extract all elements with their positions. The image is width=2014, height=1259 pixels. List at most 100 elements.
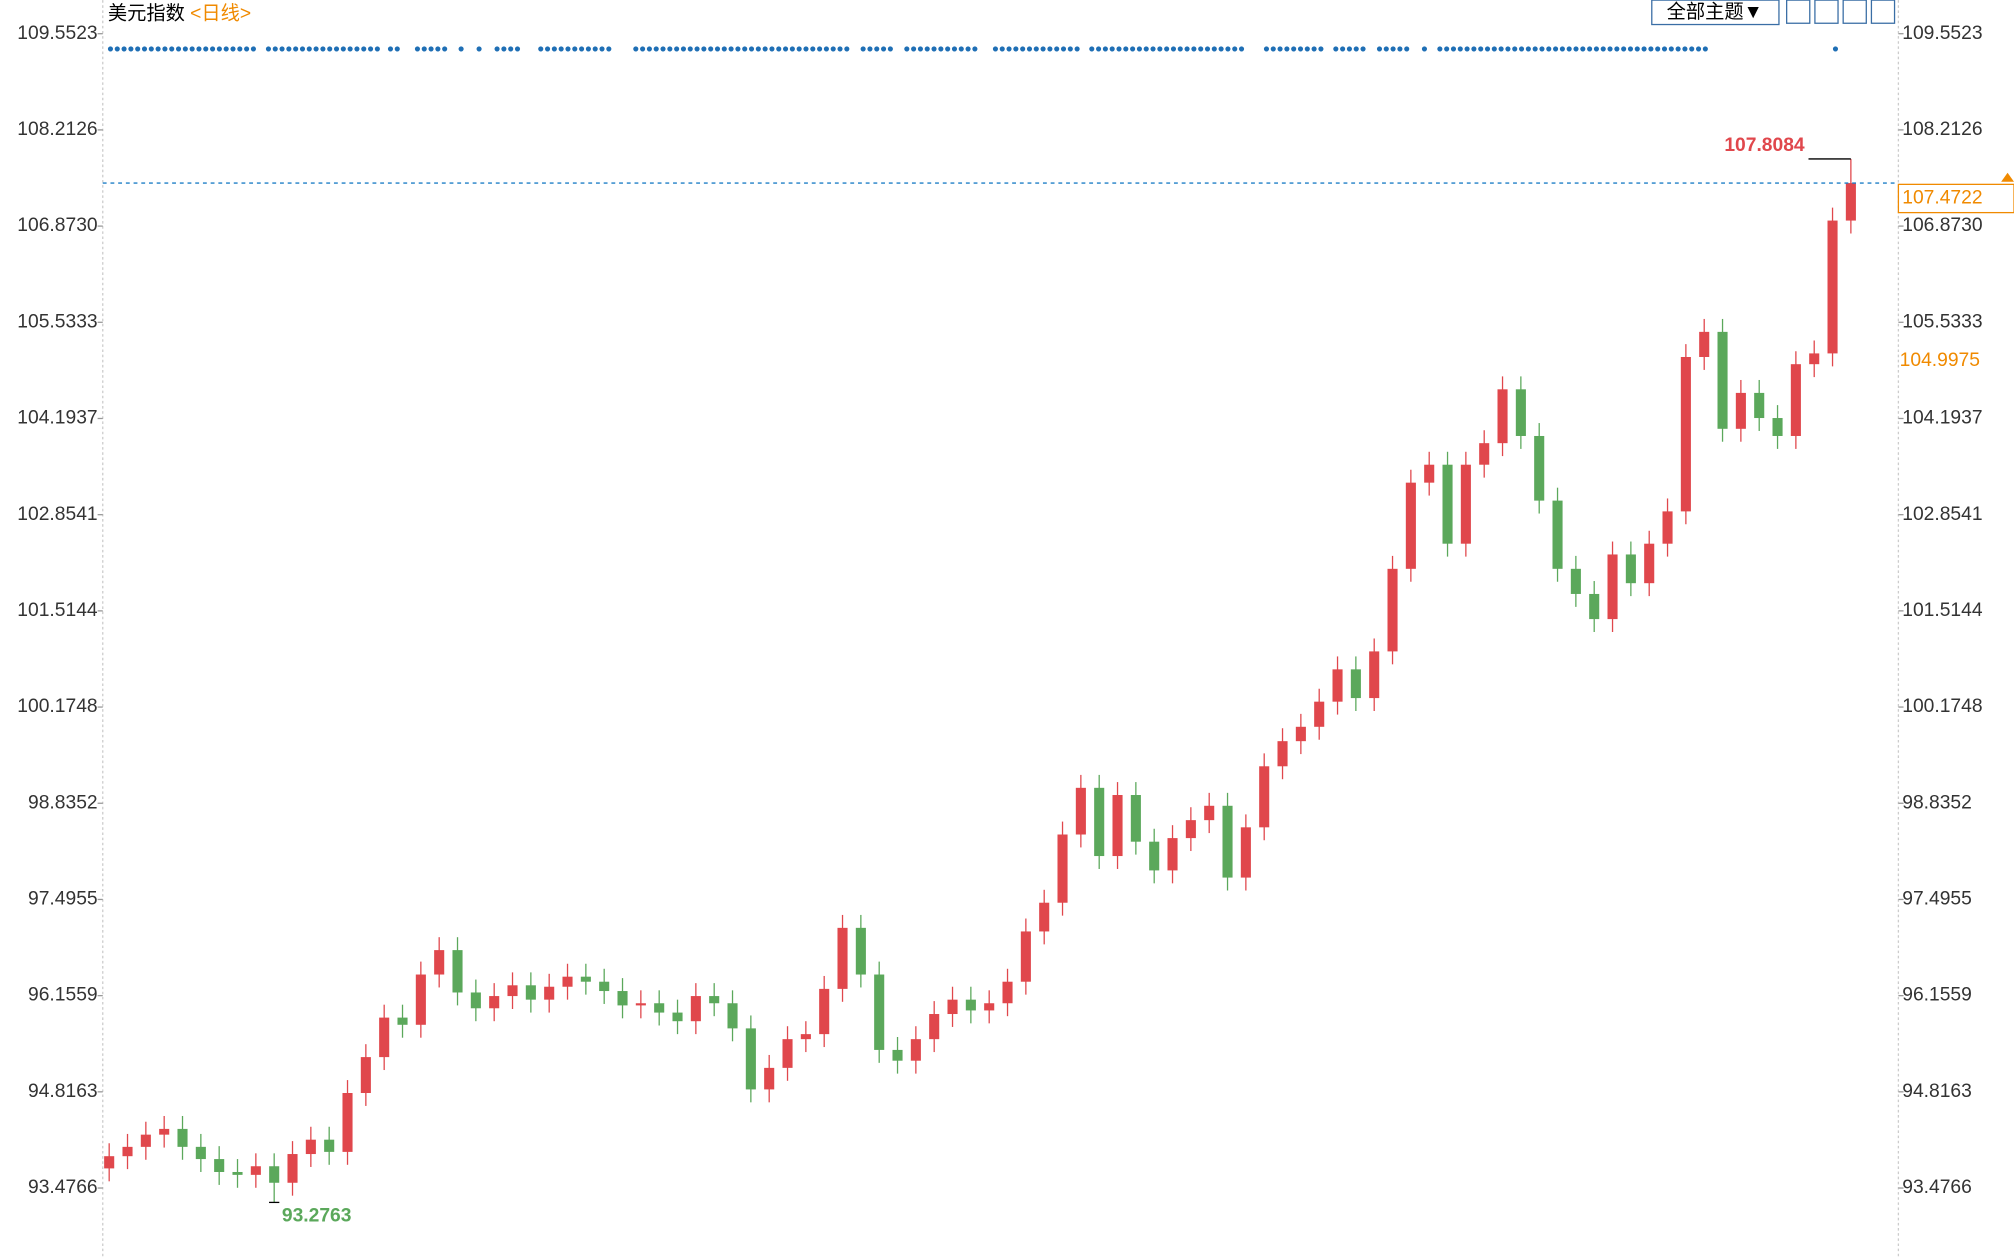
high-label: 107.8084 <box>1724 135 1805 156</box>
icon-button[interactable] <box>1870 0 1896 24</box>
candle-body <box>1790 364 1801 436</box>
candle-body <box>654 1003 665 1013</box>
icon-button[interactable] <box>1842 0 1867 24</box>
candle-body <box>1259 766 1270 828</box>
candle-body <box>1625 554 1636 584</box>
candle-body <box>910 1039 921 1061</box>
candle-body <box>232 1171 243 1175</box>
candle-body <box>1424 464 1435 483</box>
candle-body <box>140 1134 151 1147</box>
candle-body <box>1185 820 1196 839</box>
y2-tick-label: 104.1937 <box>1902 408 1982 429</box>
candle-body <box>1735 392 1746 429</box>
y2-tick-label: 93.4766 <box>1902 1177 1972 1198</box>
candle-body <box>1240 827 1251 878</box>
candle-body <box>470 992 481 1009</box>
candle-body <box>874 974 885 1050</box>
last-price-arrow <box>2001 172 2014 182</box>
candle-body <box>397 1017 408 1025</box>
candle-body <box>1497 389 1508 444</box>
candle-body <box>1717 331 1728 429</box>
candle-body <box>287 1154 298 1183</box>
candle-body <box>892 1049 903 1061</box>
candle-body <box>1405 482 1416 569</box>
candle-body <box>360 1057 371 1094</box>
y2-tick-label: 108.2126 <box>1902 119 1982 140</box>
chart-title: 美元指数 <box>108 2 185 24</box>
candle-body <box>929 1014 940 1040</box>
theme-button-label[interactable]: 全部主题▼ <box>1667 1 1763 23</box>
y-tick-label: 97.4955 <box>28 889 98 910</box>
low-label: 93.2763 <box>282 1206 352 1227</box>
candle-body <box>122 1146 133 1157</box>
candle-body <box>544 986 555 1000</box>
candle-body <box>965 999 976 1011</box>
candle-body <box>1662 511 1673 544</box>
last-price-label: 107.4722 <box>1902 188 1982 209</box>
candle-body <box>1607 554 1618 620</box>
candle-body <box>1075 787 1086 835</box>
y2-tick-label: 105.5333 <box>1902 311 1982 332</box>
y-tick-label: 93.4766 <box>28 1177 98 1198</box>
candle-body <box>947 999 958 1015</box>
candle-body <box>764 1067 775 1090</box>
y-tick-label: 105.5333 <box>17 311 97 332</box>
candle-body <box>562 976 573 987</box>
candle-body <box>1039 902 1050 932</box>
candle-body <box>1314 701 1325 727</box>
marker-label: 104.9975 <box>1900 350 1980 371</box>
y-tick-label: 106.8730 <box>17 215 97 236</box>
candle-body <box>855 927 866 975</box>
candle-body <box>489 996 500 1009</box>
candle-body <box>1845 183 1856 221</box>
candle-body <box>745 1028 756 1090</box>
candle-body <box>1772 418 1783 436</box>
candle-body <box>1387 568 1398 652</box>
toolbar-icons <box>1786 0 1896 24</box>
candle-body <box>1809 353 1820 365</box>
y-tick-label: 100.1748 <box>17 696 97 717</box>
candle-body <box>1277 741 1288 767</box>
candle-body <box>1222 805 1233 878</box>
candle-body <box>379 1017 390 1058</box>
candle-body <box>1552 500 1563 569</box>
y2-tick-label: 109.5523 <box>1902 23 1982 44</box>
candle-body <box>1589 593 1600 620</box>
candle-body <box>1369 651 1380 699</box>
y-tick-label: 98.8352 <box>28 792 98 813</box>
candle-body <box>1002 981 1013 1004</box>
icon-button[interactable] <box>1786 0 1811 24</box>
candle-body <box>1167 838 1178 871</box>
candle-body <box>250 1166 261 1175</box>
candle-body <box>1130 795 1141 842</box>
candle-body <box>1515 389 1526 436</box>
y2-tick-label: 96.1559 <box>1902 985 1972 1006</box>
candle-body <box>1644 543 1655 584</box>
candle-body <box>690 996 701 1022</box>
candle-body <box>599 981 610 992</box>
y2-tick-label: 94.8163 <box>1902 1081 1972 1102</box>
candle-body <box>672 1012 683 1022</box>
candle-body <box>1570 568 1581 594</box>
candle-body <box>1094 787 1105 857</box>
candle-body <box>1827 220 1838 354</box>
y2-tick-label: 98.8352 <box>1902 792 1972 813</box>
candle-body <box>635 1003 646 1006</box>
candle-body <box>434 950 445 975</box>
candle-body <box>159 1128 170 1135</box>
candle-body <box>1534 435 1545 501</box>
candle-body <box>269 1166 280 1183</box>
candle-body <box>1699 331 1710 357</box>
icon-button[interactable] <box>1814 0 1839 24</box>
candle-body <box>709 996 720 1004</box>
theme-button[interactable] <box>1651 0 1780 26</box>
y-tick-label: 101.5144 <box>17 600 98 621</box>
y-tick-label: 94.8163 <box>28 1081 98 1102</box>
candle-body <box>1680 356 1691 512</box>
candle-body <box>1350 669 1361 699</box>
candle-body <box>195 1146 206 1160</box>
candle-body <box>837 927 848 989</box>
candle-body <box>177 1128 188 1147</box>
